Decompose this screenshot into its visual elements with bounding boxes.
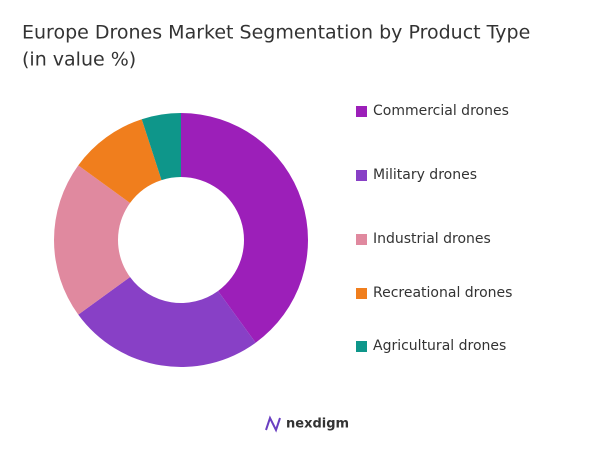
legend-swatch: [356, 341, 367, 352]
legend-swatch: [356, 288, 367, 299]
legend-label: Industrial drones: [373, 231, 491, 247]
donut-slice: [78, 119, 162, 203]
legend-label: Commercial drones: [373, 103, 509, 119]
legend-swatch: [356, 106, 367, 117]
logo: nexdigm: [265, 415, 349, 433]
legend-swatch: [356, 170, 367, 181]
legend-label: Agricultural drones: [373, 338, 506, 354]
chart-subtitle: (in value %): [22, 49, 136, 71]
donut-slice: [78, 277, 256, 367]
logo-text: nexdigm: [286, 417, 349, 432]
legend-label: Recreational drones: [373, 285, 512, 301]
chart-title: Europe Drones Market Segmentation by Pro…: [22, 22, 530, 44]
donut-slice: [181, 113, 308, 343]
donut-slice: [141, 113, 181, 181]
legend-swatch: [356, 234, 367, 245]
logo-icon: [265, 415, 281, 433]
donut-slice: [54, 165, 131, 315]
legend-label: Military drones: [373, 167, 477, 183]
